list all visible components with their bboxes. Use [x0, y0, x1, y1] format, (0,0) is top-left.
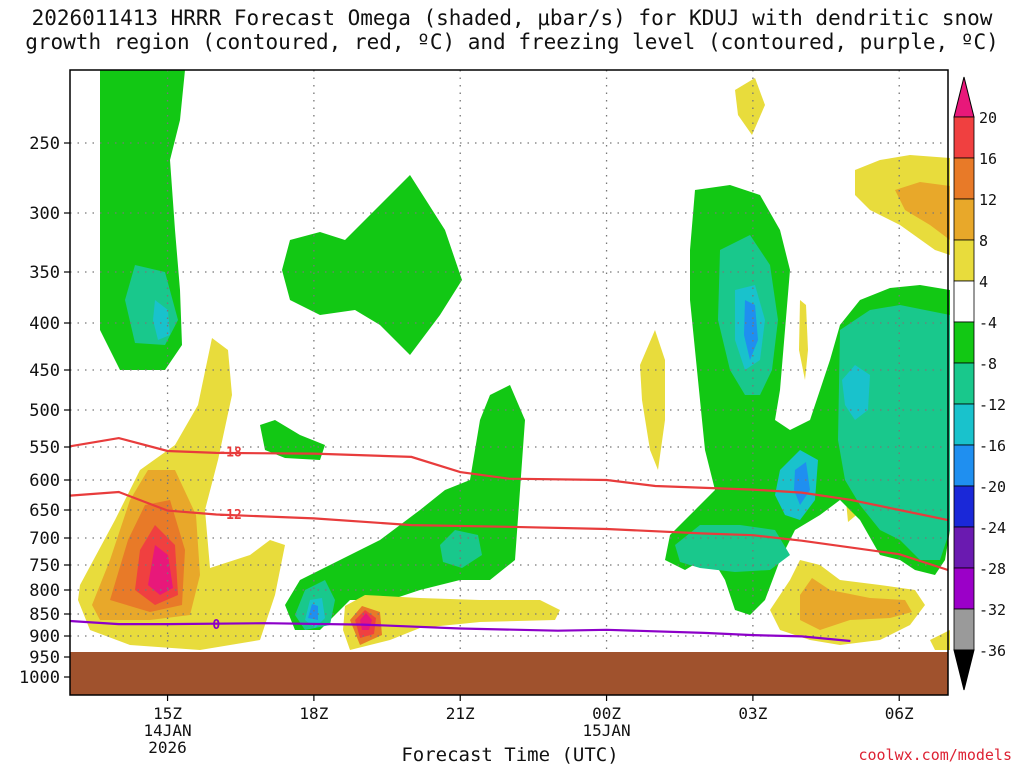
- omega-cyan-region: [153, 300, 170, 340]
- colorbar-label: -20: [979, 478, 1006, 496]
- omega-yellow-region: [735, 78, 765, 135]
- contours: -18 -12 0: [69, 436, 949, 643]
- omega-green-region: [282, 175, 462, 355]
- omega-yellow-region: [799, 300, 808, 380]
- colorbar-swatch: [953, 526, 975, 569]
- omega-shading: [78, 70, 950, 650]
- colorbar-swatch: [953, 485, 975, 528]
- omega-blue-region: [308, 604, 318, 620]
- ground-fill: [70, 652, 948, 695]
- y-tick-label: 950: [29, 648, 60, 668]
- freezing-level-label: 0: [212, 618, 220, 633]
- x-axis-title: Forecast Time (UTC): [401, 744, 619, 766]
- dendritic-contour-label: -18: [218, 446, 242, 461]
- omega-yellow-region: [930, 630, 950, 650]
- omega-gold-region: [800, 578, 912, 630]
- colorbar-label: -8: [979, 355, 997, 373]
- colorbar-swatch: [953, 403, 975, 446]
- dendritic-contour-label: -12: [218, 508, 241, 523]
- y-tick-label: 600: [29, 471, 60, 491]
- colorbar-swatch: [953, 280, 975, 323]
- chart-title: 2026011413 HRRR Forecast Omega (shaded, …: [0, 6, 1024, 54]
- omega-green-region: [260, 420, 325, 460]
- x-tick-label: 00Z: [592, 704, 621, 723]
- y-tick-label: 550: [29, 438, 60, 458]
- axes: 2503003504004505005506006507007508008509…: [19, 69, 949, 757]
- colorbar-label: -36: [979, 642, 1006, 660]
- colorbar-swatch: [953, 608, 975, 651]
- omega-cyan-region: [842, 365, 870, 420]
- y-tick-label: 900: [29, 627, 60, 647]
- title-line-1: 2026011413 HRRR Forecast Omega (shaded, …: [31, 6, 993, 30]
- colorbar-swatch: [953, 444, 975, 487]
- colorbar-swatch: [953, 116, 975, 159]
- colorbar-label: -24: [979, 519, 1006, 537]
- colorbar-swatch: [953, 239, 975, 282]
- colorbar-label: -28: [979, 560, 1006, 578]
- omega-teal-region: [838, 305, 950, 560]
- y-tick-label: 450: [29, 361, 60, 381]
- y-tick-label: 350: [29, 263, 60, 283]
- dendritic-contour-line: [69, 436, 949, 522]
- x-tick-year: 2026: [148, 738, 187, 757]
- x-tick-label: 03Z: [738, 704, 767, 723]
- omega-yellow-region: [343, 595, 560, 650]
- colorbar-label: 12: [979, 191, 997, 209]
- colorbar-arrow-top: [953, 76, 975, 118]
- x-tick-date: 14JAN: [143, 721, 191, 740]
- omega-magenta-region: [148, 545, 173, 595]
- x-tick-label: 15Z: [153, 704, 182, 723]
- plot-frame: [69, 69, 949, 696]
- y-tick-label: 750: [29, 556, 60, 576]
- colorbar-swatch: [953, 157, 975, 200]
- colorbar-label: 4: [979, 273, 988, 291]
- x-tick-label: 18Z: [299, 704, 328, 723]
- colorbar-swatch: [953, 321, 975, 364]
- x-tick-label: 06Z: [885, 704, 914, 723]
- dendritic-contour-line: [69, 490, 949, 572]
- y-tick-label: 500: [29, 401, 60, 421]
- colorbar-label: -12: [979, 396, 1006, 414]
- colorbar-label: 16: [979, 150, 997, 168]
- y-tick-label: 850: [29, 605, 60, 625]
- omega-blue-region: [744, 300, 758, 360]
- colorbar-label: 8: [979, 232, 988, 250]
- colorbar-swatch: [953, 362, 975, 405]
- y-tick-label: 1000: [19, 668, 60, 688]
- omega-green-region: [285, 385, 525, 630]
- omega-yellow-region: [640, 330, 665, 470]
- freezing-level-line: [69, 619, 851, 643]
- x-tick-date: 15JAN: [582, 721, 630, 740]
- colorbar-swatch: [953, 567, 975, 610]
- colorbar-label: 20: [979, 109, 997, 127]
- omega-gold-region: [895, 182, 950, 240]
- omega-teal-region: [440, 530, 482, 568]
- x-tick-label: 21Z: [446, 704, 475, 723]
- colorbar-swatch: [953, 198, 975, 241]
- title-line-2: growth region (contoured, red, ºC) and f…: [25, 30, 999, 54]
- colorbar: 20 16 12 8 4 -4 -8 -12 -16 -20 -24 -28 -32 -36: [953, 76, 1006, 691]
- y-tick-label: 250: [29, 134, 60, 154]
- colorbar-arrow-bottom: [953, 649, 975, 691]
- watermark: coolwx.com/models: [858, 746, 1012, 764]
- y-tick-label: 650: [29, 501, 60, 521]
- y-tick-label: 400: [29, 314, 60, 334]
- colorbar-label: -4: [979, 314, 997, 332]
- colorbar-label: -16: [979, 437, 1006, 455]
- colorbar-label: -32: [979, 601, 1006, 619]
- y-tick-label: 700: [29, 529, 60, 549]
- y-tick-label: 300: [29, 204, 60, 224]
- y-tick-label: 800: [29, 581, 60, 601]
